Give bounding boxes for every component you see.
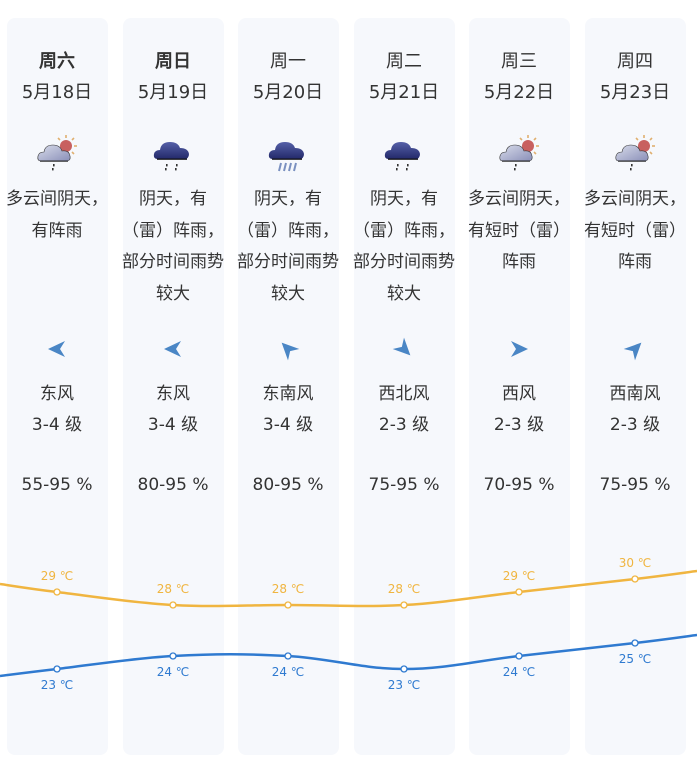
date-label: 5月20日 <box>252 82 324 103</box>
temp-point <box>631 575 639 583</box>
wind-direction: 西南风 <box>609 384 661 404</box>
partly-cloudy-shower-icon <box>613 133 657 173</box>
wind-direction: 东南风 <box>262 384 314 404</box>
temp-point <box>515 652 523 660</box>
day-column: 周二 5月21日 阴天，有（雷）阵雨，部分时间雨势较大 西北风 2-3 级 75… <box>346 0 462 775</box>
weekday-label: 周四 <box>617 51 653 72</box>
high-temp-line <box>0 569 697 608</box>
temp-point <box>515 588 523 596</box>
overcast-rain-icon <box>151 133 195 173</box>
low-temp-label: 24 ℃ <box>503 665 536 679</box>
day-card <box>469 18 570 755</box>
humidity: 80-95 % <box>252 475 324 495</box>
day-card <box>354 18 455 755</box>
weekday-label: 周一 <box>270 51 306 72</box>
humidity: 75-95 % <box>599 475 671 495</box>
wind-direction: 东风 <box>40 384 74 404</box>
wind-level: 2-3 级 <box>609 415 661 435</box>
weather-description: 多云间阴天，有阵雨 <box>6 189 108 241</box>
day-column: 周日 5月19日 阴天，有（雷）阵雨，部分时间雨势较大 东风 3-4 级 80-… <box>115 0 231 775</box>
day-column: 周六 5月18日 多云间阴天，有阵雨 东风 3-4 级 55-95 % <box>0 0 115 775</box>
wind-level: 2-3 级 <box>378 415 430 435</box>
weekday-label: 周六 <box>39 51 75 72</box>
temp-point <box>400 601 408 609</box>
overcast-rain-icon <box>382 133 426 173</box>
day-card <box>585 18 686 755</box>
day-column: 周三 5月22日 多云间阴天，有短时（雷）阵雨 西风 2-3 级 70-95 % <box>461 0 577 775</box>
heavy-rain-icon <box>266 133 310 173</box>
temp-point <box>169 652 177 660</box>
wind-direction-arrow-icon <box>45 337 69 361</box>
humidity: 70-95 % <box>483 475 555 495</box>
temp-point <box>53 588 61 596</box>
weather-description: 阴天，有（雷）阵雨，部分时间雨势较大 <box>122 189 224 304</box>
day-column: 周四 5月23日 多云间阴天，有短时（雷）阵雨 西南风 2-3 级 75-95 … <box>577 0 693 775</box>
wind-direction-arrow-icon <box>161 337 185 361</box>
high-temp-label: 29 ℃ <box>503 569 536 583</box>
wind-direction: 西风 <box>502 384 536 404</box>
wind-direction: 东风 <box>156 384 190 404</box>
weather-description: 多云间阴天，有短时（雷）阵雨 <box>468 189 570 272</box>
low-temp-label: 24 ℃ <box>272 665 305 679</box>
date-label: 5月21日 <box>368 82 440 103</box>
wind-level: 3-4 级 <box>147 415 199 435</box>
high-temp-label: 28 ℃ <box>388 582 421 596</box>
temp-point <box>400 665 408 673</box>
temp-point <box>631 639 639 647</box>
wind-level: 3-4 级 <box>262 415 314 435</box>
low-temp-label: 23 ℃ <box>388 678 421 692</box>
day-card <box>7 18 108 755</box>
wind-direction-arrow-icon <box>392 337 416 361</box>
high-temp-label: 30 ℃ <box>619 556 652 570</box>
humidity: 55-95 % <box>21 475 93 495</box>
high-temp-label: 29 ℃ <box>41 569 74 583</box>
wind-direction-arrow-icon <box>507 337 531 361</box>
wind-direction-arrow-icon <box>623 337 647 361</box>
weather-description: 阴天，有（雷）阵雨，部分时间雨势较大 <box>353 189 455 304</box>
partly-cloudy-shower-icon <box>35 133 79 173</box>
temp-point <box>53 665 61 673</box>
temp-point <box>169 601 177 609</box>
wind-level: 3-4 级 <box>31 415 83 435</box>
date-label: 5月18日 <box>21 82 93 103</box>
humidity: 80-95 % <box>137 475 209 495</box>
wind-direction: 西北风 <box>378 384 430 404</box>
low-temp-line <box>0 633 697 678</box>
wind-level: 2-3 级 <box>493 415 545 435</box>
weather-description: 阴天，有（雷）阵雨，部分时间雨势较大 <box>237 189 339 304</box>
low-temp-label: 24 ℃ <box>157 665 190 679</box>
day-card <box>238 18 339 755</box>
low-temp-label: 25 ℃ <box>619 652 652 666</box>
weekday-label: 周三 <box>501 51 537 72</box>
temp-point <box>284 652 292 660</box>
date-label: 5月19日 <box>137 82 209 103</box>
day-card <box>123 18 224 755</box>
weather-description: 多云间阴天，有短时（雷）阵雨 <box>584 189 686 272</box>
wind-direction-arrow-icon <box>276 337 300 361</box>
weekday-label: 周日 <box>155 51 191 72</box>
high-temp-label: 28 ℃ <box>157 582 190 596</box>
low-temp-label: 23 ℃ <box>41 678 74 692</box>
temp-point <box>284 601 292 609</box>
day-column: 周一 5月20日 阴天，有（雷）阵雨，部分时间雨势较大 东南风 3-4 级 80… <box>230 0 346 775</box>
date-label: 5月23日 <box>599 82 671 103</box>
date-label: 5月22日 <box>483 82 555 103</box>
humidity: 75-95 % <box>368 475 440 495</box>
partly-cloudy-shower-icon <box>497 133 541 173</box>
weekday-label: 周二 <box>386 51 422 72</box>
high-temp-label: 28 ℃ <box>272 582 305 596</box>
